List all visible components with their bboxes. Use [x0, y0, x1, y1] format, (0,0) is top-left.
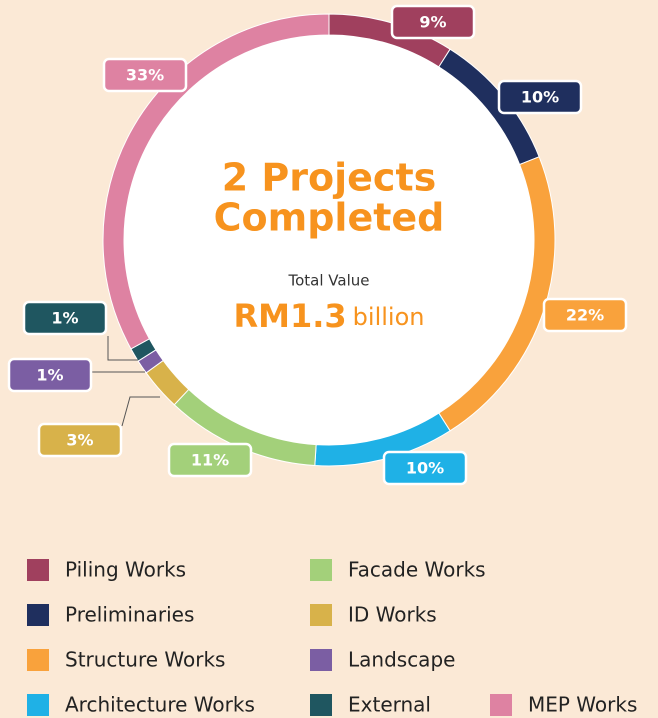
legend-label: Landscape: [348, 648, 455, 672]
data-label: 11%: [191, 451, 229, 470]
data-label: 9%: [419, 13, 446, 32]
label-badge: [22, 300, 108, 336]
leader-line: [121, 396, 160, 427]
legend-swatch: [27, 694, 49, 716]
data-label: 10%: [521, 88, 559, 107]
label-badge: [7, 357, 93, 393]
label-badge: [37, 422, 123, 458]
legend-swatch: [310, 559, 332, 581]
legend-label: Structure Works: [65, 648, 225, 672]
subtitle: Total Value: [288, 272, 370, 290]
legend-label: MEP Works: [528, 693, 637, 717]
title-line: 2 Projects: [222, 156, 436, 200]
center-disc: [122, 33, 536, 447]
legend-swatch: [310, 649, 332, 671]
legend-label: External: [348, 693, 431, 717]
data-label: 1%: [51, 309, 78, 328]
data-label: 22%: [566, 306, 604, 325]
legend-swatch: [27, 559, 49, 581]
data-label: 33%: [126, 66, 164, 85]
legend-label: ID Works: [348, 603, 437, 627]
total: RM1.3 billion: [234, 297, 425, 335]
legend-label: Architecture Works: [65, 693, 255, 717]
label-badge: [102, 57, 188, 93]
leader-line: [107, 336, 138, 361]
legend-swatch: [27, 649, 49, 671]
label-badge: [542, 297, 628, 333]
label-badge: [390, 4, 476, 40]
total-unit: billion: [353, 303, 425, 331]
legend-swatch: [310, 604, 332, 626]
label-badge: [167, 442, 253, 478]
label-badge: [382, 450, 468, 486]
data-label: 1%: [36, 366, 63, 385]
label-badge: [497, 79, 583, 115]
legend-label: Preliminaries: [65, 603, 194, 627]
ring: [102, 13, 556, 467]
total-value: RM1.3: [234, 297, 347, 335]
title-line: Completed: [214, 196, 445, 240]
data-label: 3%: [66, 431, 93, 450]
legend-swatch: [310, 694, 332, 716]
data-label: 10%: [406, 459, 444, 478]
segment: [102, 13, 330, 350]
legend-label: Piling Works: [65, 558, 186, 582]
legend-swatch: [27, 604, 49, 626]
legend-swatch: [490, 694, 512, 716]
legend-label: Facade Works: [348, 558, 486, 582]
